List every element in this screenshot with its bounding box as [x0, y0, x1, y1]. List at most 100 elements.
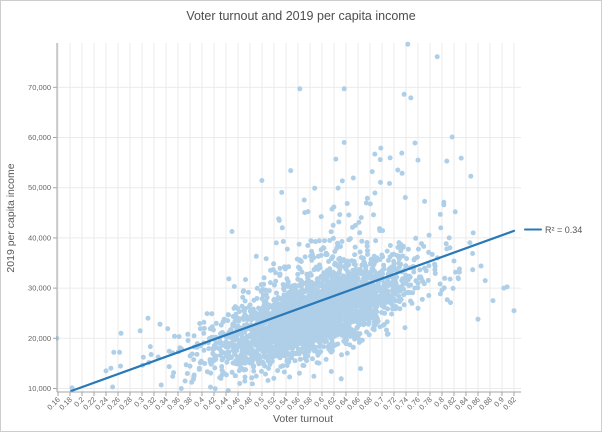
data-point	[288, 168, 294, 174]
data-point	[312, 185, 318, 191]
data-point	[103, 368, 109, 374]
data-point	[262, 287, 268, 293]
data-point	[329, 339, 335, 345]
data-point	[196, 366, 202, 372]
data-point	[319, 281, 325, 287]
data-point	[305, 336, 311, 342]
data-point	[363, 266, 369, 272]
data-point	[358, 269, 364, 275]
data-point	[470, 251, 476, 256]
data-point	[165, 326, 171, 332]
data-point	[412, 140, 418, 146]
data-point	[111, 349, 117, 355]
data-point	[364, 300, 370, 306]
data-point	[230, 314, 236, 319]
data-point	[387, 282, 393, 288]
data-point	[217, 375, 223, 381]
data-point	[346, 237, 352, 243]
data-point	[290, 344, 296, 350]
data-point	[324, 281, 330, 287]
data-point	[331, 297, 337, 303]
data-point	[363, 278, 368, 284]
data-point	[271, 375, 277, 381]
data-point	[296, 332, 302, 337]
data-point	[326, 310, 332, 316]
data-point	[309, 338, 315, 344]
data-point	[344, 350, 350, 356]
data-point	[329, 333, 335, 339]
x-tick-label: 0.38	[177, 395, 194, 412]
data-point	[137, 328, 143, 334]
data-point	[330, 222, 336, 228]
data-point	[356, 318, 362, 324]
data-point	[362, 291, 368, 297]
data-point	[387, 181, 392, 186]
data-point	[377, 226, 382, 232]
data-point	[350, 344, 356, 350]
data-point	[301, 307, 307, 313]
data-point	[300, 315, 305, 321]
data-point	[350, 307, 355, 313]
data-point	[352, 244, 358, 250]
data-point	[271, 261, 277, 267]
data-point	[296, 241, 302, 247]
data-point	[328, 323, 334, 329]
data-point	[357, 288, 363, 294]
data-point	[267, 351, 273, 357]
data-point	[278, 351, 284, 357]
data-point	[330, 301, 336, 307]
data-point	[327, 316, 332, 322]
data-point	[261, 347, 267, 353]
data-point	[352, 252, 358, 258]
data-point	[271, 302, 277, 308]
data-point	[118, 363, 123, 369]
data-point	[229, 369, 235, 375]
data-point	[339, 178, 345, 184]
legend-label: R² = 0.34	[545, 225, 582, 235]
data-point	[293, 350, 299, 356]
chart-title: Voter turnout and 2019 per capita income	[186, 9, 415, 23]
data-point	[404, 256, 410, 262]
data-point	[446, 235, 452, 241]
data-point	[274, 317, 280, 323]
data-point	[372, 151, 378, 157]
data-point	[372, 318, 378, 324]
data-point	[301, 340, 307, 346]
data-point	[403, 263, 409, 269]
data-point	[278, 297, 284, 302]
data-point	[315, 253, 321, 259]
data-point	[207, 326, 213, 332]
data-point	[490, 298, 496, 304]
data-point	[233, 342, 239, 348]
data-point	[357, 331, 363, 337]
data-point	[242, 374, 248, 380]
data-point	[314, 276, 320, 282]
data-point	[353, 313, 359, 319]
data-point	[370, 265, 376, 271]
data-point	[452, 209, 458, 215]
data-point	[330, 235, 336, 241]
data-point	[294, 256, 300, 262]
data-point	[235, 306, 241, 312]
data-point	[282, 345, 288, 351]
data-point	[421, 281, 427, 287]
data-point	[251, 349, 257, 355]
data-point	[274, 290, 280, 296]
data-point	[387, 155, 393, 161]
data-point	[416, 274, 422, 280]
data-point	[250, 364, 256, 370]
data-point	[140, 354, 146, 360]
data-point	[378, 299, 384, 305]
data-point	[326, 300, 332, 305]
data-point	[230, 323, 236, 329]
data-point	[301, 197, 307, 203]
data-point	[365, 251, 370, 257]
data-point	[287, 329, 293, 335]
data-point	[277, 308, 283, 314]
data-point	[225, 318, 231, 324]
data-point	[313, 280, 319, 286]
data-point	[327, 238, 333, 243]
data-point	[201, 347, 207, 353]
data-point	[369, 169, 375, 175]
data-point	[286, 316, 292, 322]
